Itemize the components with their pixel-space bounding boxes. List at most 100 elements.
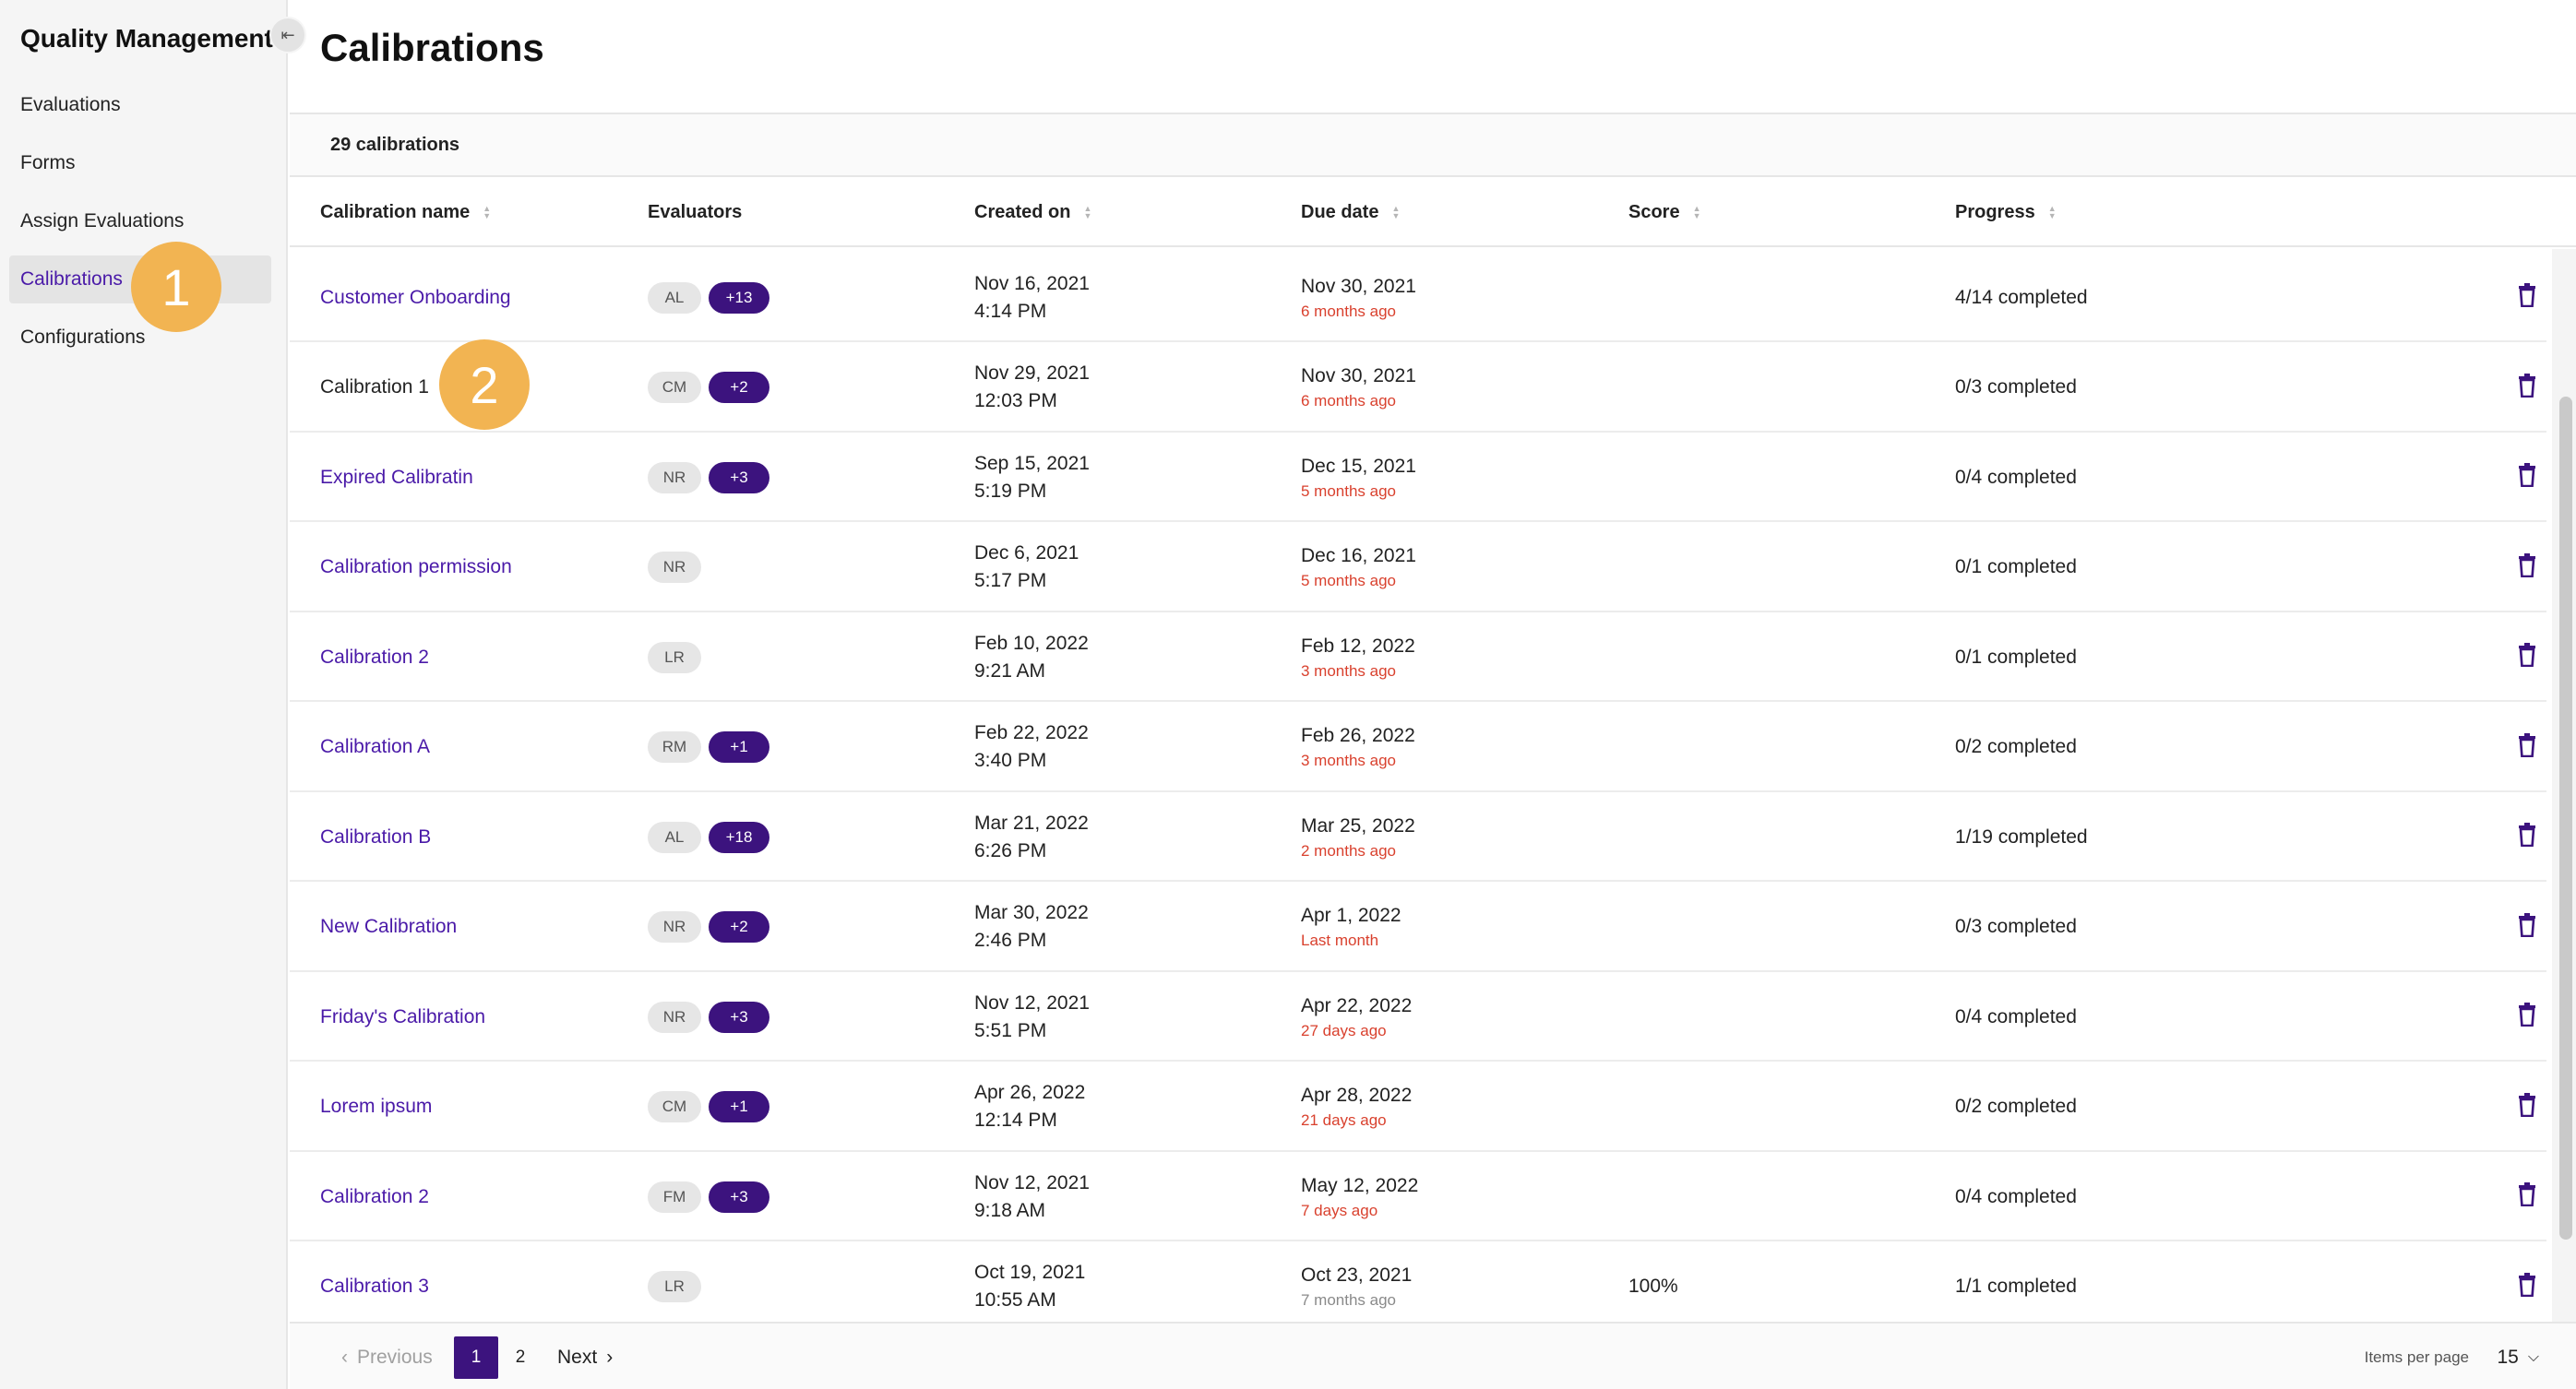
due-relative: 27 days ago — [1301, 1021, 1387, 1039]
table-row[interactable]: Friday's Calibration NR +3 Nov 12, 2021 5:51… — [290, 972, 2546, 1062]
evaluator-more-badge[interactable]: +3 — [709, 461, 769, 493]
calibration-name-link[interactable]: Calibration 2 — [320, 1185, 429, 1207]
table-row[interactable]: Calibration permission NR Dec 6, 2021 5:17 … — [290, 523, 2546, 612]
sort-icon[interactable]: ▲ ▼ — [2047, 204, 2057, 220]
delete-button[interactable] — [2517, 703, 2537, 792]
due-date: May 12, 2022 — [1301, 1174, 1419, 1196]
page-button-2[interactable]: 2 — [515, 1347, 526, 1367]
due-date: Nov 30, 2021 — [1301, 365, 1416, 386]
evaluator-more-badge[interactable]: +2 — [709, 911, 769, 943]
calibration-name-link[interactable]: Lorem ipsum — [320, 1096, 433, 1117]
calibration-name-link[interactable]: Calibration 2 — [320, 646, 429, 668]
due-date: Feb 26, 2022 — [1301, 725, 1415, 746]
sidebar-item-forms[interactable]: Forms — [20, 152, 76, 173]
collapse-sidebar-button[interactable]: ⇤ — [269, 17, 306, 53]
created-date: Oct 19, 2021 — [974, 1262, 1086, 1283]
calibration-count: 29 calibrations — [290, 114, 2576, 177]
sort-icon[interactable]: ▲ ▼ — [1083, 204, 1092, 220]
trash-icon — [2517, 1182, 2537, 1211]
evaluator-more-badge[interactable]: +1 — [709, 1091, 769, 1122]
table-row[interactable]: Calibration 2 LR Feb 10, 2022 9:21 AM Feb 12… — [290, 612, 2546, 702]
created-time: 5:17 PM — [974, 570, 1047, 591]
next-page-button[interactable]: Next › — [557, 1324, 613, 1389]
table-row[interactable]: Expired Calibratin NR +3 Sep 15, 2021 5:19 P… — [290, 433, 2546, 522]
column-header-score[interactable]: Score ▲ ▼ — [1628, 177, 1701, 247]
trash-icon — [2517, 1092, 2537, 1122]
progress-value: 0/3 completed — [1955, 916, 2077, 937]
due-relative: 3 months ago — [1301, 661, 1397, 680]
delete-button[interactable] — [2517, 612, 2537, 702]
next-label: Next — [557, 1346, 598, 1368]
sort-icon[interactable]: ▲ ▼ — [483, 204, 492, 220]
sidebar: Quality Management Evaluations Forms Ass… — [0, 0, 288, 1389]
evaluator-more-badge[interactable]: +18 — [709, 821, 769, 853]
sidebar-item-configurations[interactable]: Configurations — [20, 326, 146, 348]
delete-button[interactable] — [2517, 883, 2537, 972]
due-date: Apr 22, 2022 — [1301, 994, 1413, 1016]
delete-button[interactable] — [2517, 792, 2537, 882]
items-per-page-select[interactable]: 15 ⌵ — [2498, 1324, 2540, 1389]
trash-icon — [2517, 463, 2537, 492]
delete-button[interactable] — [2517, 1242, 2537, 1323]
calibration-name-link[interactable]: Calibration A — [320, 736, 431, 757]
calibration-name-link[interactable]: Friday's Calibration — [320, 1005, 486, 1027]
column-header-label: Calibration name — [320, 201, 471, 222]
delete-button[interactable] — [2517, 343, 2537, 433]
column-header-due[interactable]: Due date ▲ ▼ — [1301, 177, 1400, 247]
delete-button[interactable] — [2517, 523, 2537, 612]
calibration-name-link[interactable]: New Calibration — [320, 916, 458, 937]
table-row[interactable]: Customer Onboarding AL +13 Nov 16, 2021 4:14… — [290, 253, 2546, 342]
delete-button[interactable] — [2517, 433, 2537, 522]
created-date: Nov 12, 2021 — [974, 991, 1090, 1014]
evaluator-more-badge[interactable]: +13 — [709, 281, 769, 314]
table-row[interactable]: Lorem ipsum CM +1 Apr 26, 2022 12:14 PM Apr 2… — [290, 1063, 2546, 1152]
table-row[interactable]: Calibration B AL +18 Mar 21, 2022 6:26 PM Mar… — [290, 792, 2546, 882]
table-row[interactable]: Calibration 3 LR Oct 19, 2021 10:55 AM Oct 2… — [290, 1242, 2546, 1323]
delete-button[interactable] — [2517, 1152, 2537, 1241]
trash-icon — [2517, 373, 2537, 402]
delete-button[interactable] — [2517, 972, 2537, 1062]
column-header-created[interactable]: Created on ▲ ▼ — [974, 177, 1091, 247]
column-header-name[interactable]: Calibration name ▲ ▼ — [320, 177, 491, 247]
step-marker-1: 1 — [131, 242, 221, 332]
sidebar-item-assign-evaluations[interactable]: Assign Evaluations — [20, 210, 185, 232]
calibration-name-link[interactable]: Calibration B — [320, 825, 432, 848]
evaluator-avatar: AL — [648, 281, 701, 314]
trash-icon — [2517, 643, 2537, 671]
evaluator-more-badge[interactable]: +3 — [709, 1181, 769, 1213]
created-time: 5:19 PM — [974, 480, 1047, 502]
table-row[interactable]: Calibration A RM +1 Feb 22, 2022 3:40 PM Feb … — [290, 703, 2546, 792]
created-time: 9:21 AM — [974, 659, 1046, 682]
scrollbar-thumb[interactable] — [2559, 397, 2572, 1240]
created-date: Nov 16, 2021 — [974, 272, 1090, 294]
table-body: Customer Onboarding AL +13 Nov 16, 2021 4:14… — [290, 249, 2576, 1322]
due-date: Dec 15, 2021 — [1301, 455, 1416, 477]
table-row[interactable]: New Calibration NR +2 Mar 30, 2022 2:46 PM Ap… — [290, 883, 2546, 972]
table-row[interactable]: Calibration 2 FM +3 Nov 12, 2021 9:18 AM May … — [290, 1152, 2546, 1241]
calibration-name-link[interactable]: Calibration 3 — [320, 1276, 429, 1297]
column-header-label: Created on — [974, 201, 1071, 222]
table-row[interactable]: Calibration 1 CM +2 Nov 29, 2021 12:03 PM Nov… — [290, 343, 2546, 433]
chevron-down-icon: ⌵ — [2527, 1348, 2539, 1365]
delete-button[interactable] — [2517, 1063, 2537, 1152]
sort-icon[interactable]: ▲ ▼ — [1692, 204, 1701, 220]
column-header-progress[interactable]: Progress ▲ ▼ — [1955, 177, 2057, 247]
collapse-left-icon: ⇤ — [280, 25, 295, 44]
evaluator-more-badge[interactable]: +1 — [709, 731, 769, 763]
calibration-name-link[interactable]: Expired Calibratin — [320, 466, 473, 488]
calibration-name-link[interactable]: Customer Onboarding — [320, 286, 511, 308]
sidebar-item-evaluations[interactable]: Evaluations — [20, 94, 121, 115]
created-date: Nov 12, 2021 — [974, 1171, 1090, 1193]
calibration-name-link[interactable]: Calibration 1 — [320, 376, 429, 398]
delete-button[interactable] — [2517, 253, 2537, 342]
evaluator-more-badge[interactable]: +2 — [709, 372, 769, 403]
sort-icon[interactable]: ▲ ▼ — [1391, 204, 1401, 220]
calibration-name-link[interactable]: Calibration permission — [320, 556, 512, 577]
chevron-left-icon: ‹ — [341, 1346, 348, 1368]
trash-icon — [2517, 1272, 2537, 1301]
evaluator-more-badge[interactable]: +3 — [709, 1001, 769, 1033]
previous-page-button[interactable]: ‹ Previous — [341, 1324, 433, 1389]
evaluator-avatar: AL — [648, 821, 701, 853]
page-button-1[interactable]: 1 — [454, 1336, 498, 1379]
created-time: 3:40 PM — [974, 750, 1047, 771]
